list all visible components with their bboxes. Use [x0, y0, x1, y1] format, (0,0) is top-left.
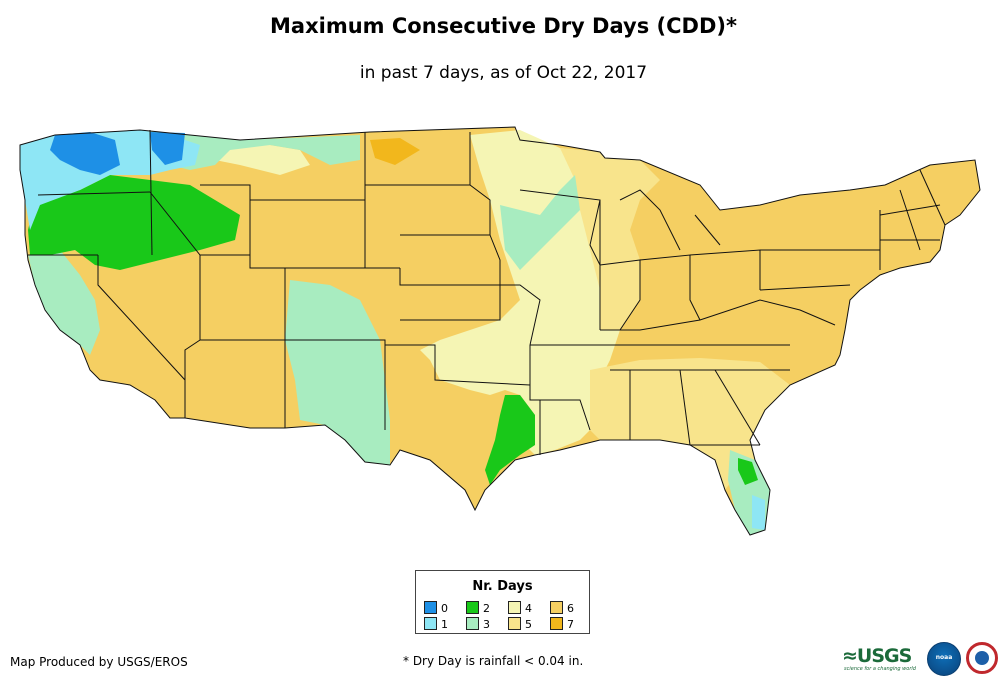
nws-logo	[966, 642, 998, 674]
legend-swatch	[466, 617, 479, 630]
dry-day-footnote: * Dry Day is rainfall < 0.04 in.	[403, 654, 584, 668]
legend-item-7: 7	[550, 617, 574, 631]
legend-label: 3	[483, 618, 490, 631]
legend-item-5: 5	[508, 617, 532, 631]
legend-label: 7	[567, 618, 574, 631]
region-0-days-washington	[50, 132, 120, 175]
region-0-days-idaho	[150, 132, 185, 165]
legend-item-6: 6	[550, 601, 574, 615]
map-credit: Map Produced by USGS/EROS	[10, 655, 188, 669]
legend-item-4: 4	[508, 601, 532, 615]
nws-logo-center	[975, 651, 989, 665]
noaa-logo: noaa	[927, 642, 961, 676]
state-borders	[19, 126, 981, 536]
region-3-days-southwest	[285, 280, 390, 465]
legend-item-1: 1	[424, 617, 448, 631]
legend: Nr. Days 0 1 2 3 4 5 6 7	[415, 570, 590, 634]
legend-label: 6	[567, 602, 574, 615]
legend-label: 2	[483, 602, 490, 615]
noaa-logo-text: noaa	[935, 654, 953, 661]
legend-swatch	[424, 617, 437, 630]
usgs-tagline: science for a changing world	[844, 666, 916, 672]
cdd-map	[19, 126, 981, 536]
legend-swatch	[550, 617, 563, 630]
region-5-days-midwest	[560, 148, 660, 330]
usgs-logo: ≈USGS	[842, 645, 912, 667]
region-7-days-wyoming	[370, 138, 420, 165]
legend-title: Nr. Days	[472, 579, 533, 594]
region-1-days-florida	[752, 495, 765, 530]
legend-label: 0	[441, 602, 448, 615]
legend-item-2: 2	[466, 601, 490, 615]
region-3-days-california	[28, 250, 100, 355]
legend-label: 4	[525, 602, 532, 615]
region-3-days-dakotas	[500, 175, 580, 270]
legend-item-3: 3	[466, 617, 490, 631]
legend-item-0: 0	[424, 601, 448, 615]
map-title: Maximum Consecutive Dry Days (CDD)*	[270, 14, 737, 38]
region-2-days-texas	[485, 395, 535, 485]
legend-swatch	[550, 601, 563, 614]
legend-swatch	[424, 601, 437, 614]
legend-label: 1	[441, 618, 448, 631]
legend-swatch	[466, 601, 479, 614]
agency-logos: ≈USGS science for a changing world noaa	[842, 640, 1004, 678]
region-2-days-pacific-nw	[28, 175, 240, 270]
legend-swatch	[508, 617, 521, 630]
legend-label: 5	[525, 618, 532, 631]
legend-swatch	[508, 601, 521, 614]
map-subtitle: in past 7 days, as of Oct 22, 2017	[359, 63, 648, 83]
region-2-days-florida	[738, 458, 758, 485]
